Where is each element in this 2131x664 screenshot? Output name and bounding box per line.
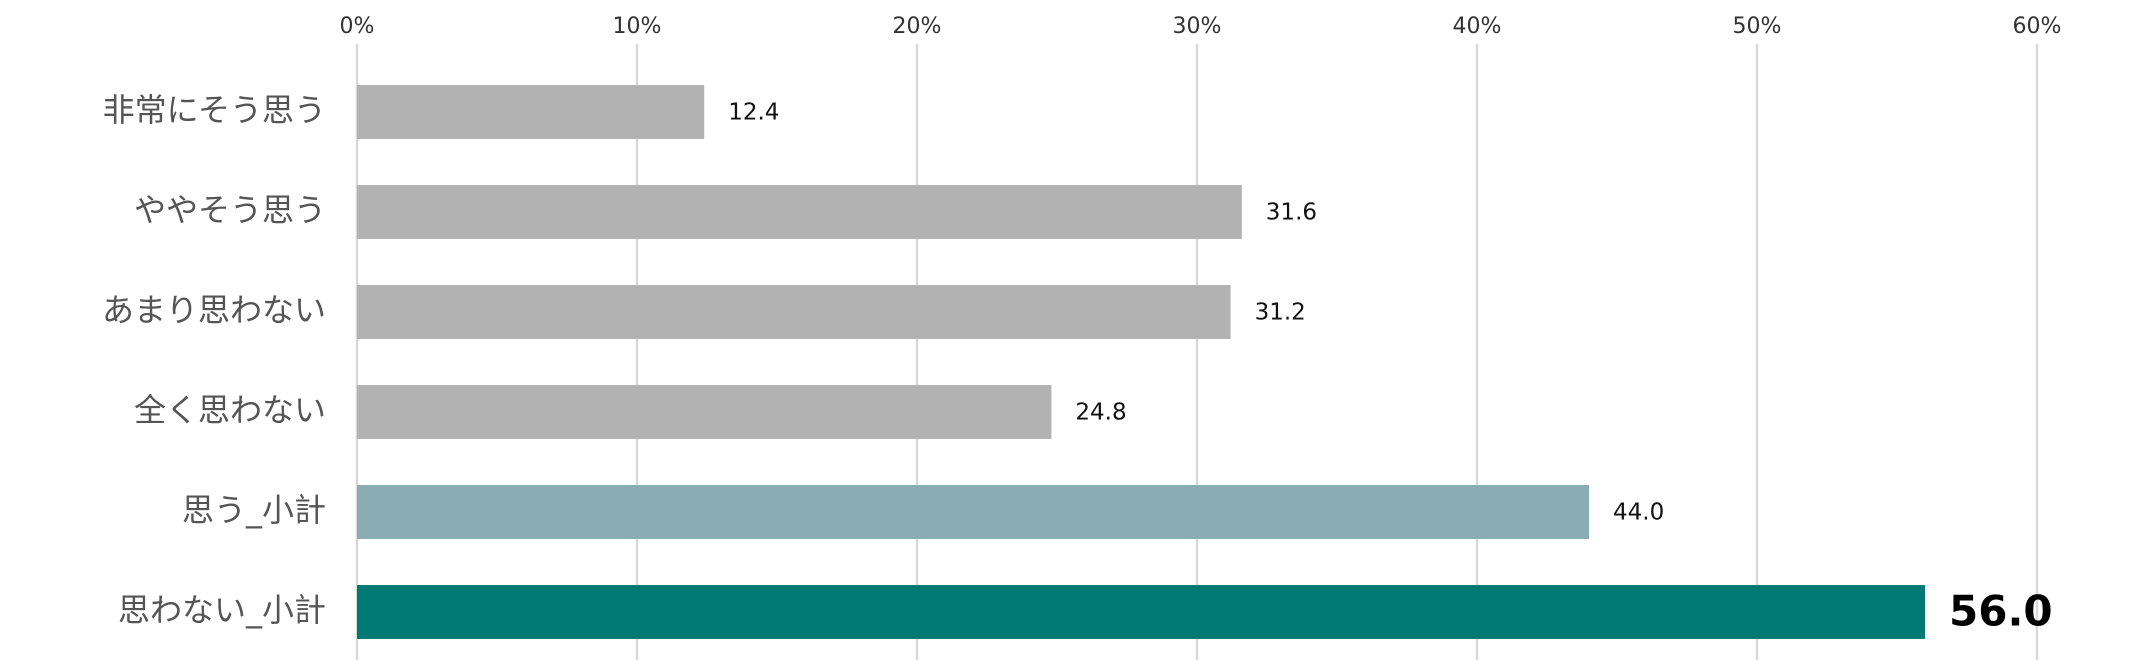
x-tick-label: 40%: [1453, 14, 1502, 39]
bar: [357, 585, 1925, 639]
x-tick-label: 10%: [613, 14, 662, 39]
bar: [357, 285, 1231, 339]
bars: [357, 85, 1925, 639]
x-tick-label: 60%: [2013, 14, 2062, 39]
bar: [357, 185, 1242, 239]
bar: [357, 485, 1589, 539]
data-label: 24.8: [1075, 400, 1126, 426]
data-label: 31.2: [1255, 300, 1306, 326]
data-label: 12.4: [728, 100, 779, 126]
bar: [357, 85, 705, 139]
data-label: 56.0: [1949, 587, 2053, 636]
x-tick-label: 20%: [893, 14, 942, 39]
category-label: 思わない_小計: [118, 591, 326, 629]
category-label: 全く思わない: [134, 391, 326, 429]
x-axis-ticks: 0% 10% 20% 30% 40% 50% 60%: [340, 14, 2062, 39]
grid-lines: [355, 44, 2039, 660]
category-label: 思う_小計: [182, 491, 326, 529]
x-tick-label: 0%: [340, 14, 375, 39]
category-label: 非常にそう思う: [103, 91, 326, 129]
category-label: ややそう思う: [134, 191, 326, 229]
value-labels: 12.4 31.6 31.2 24.8 44.0 56.0: [728, 100, 2052, 636]
x-tick-label: 50%: [1733, 14, 1782, 39]
data-label: 31.6: [1266, 200, 1317, 226]
bar: [357, 385, 1052, 439]
category-label: あまり思わない: [102, 291, 326, 329]
x-tick-label: 30%: [1173, 14, 1222, 39]
data-label: 44.0: [1613, 500, 1664, 526]
